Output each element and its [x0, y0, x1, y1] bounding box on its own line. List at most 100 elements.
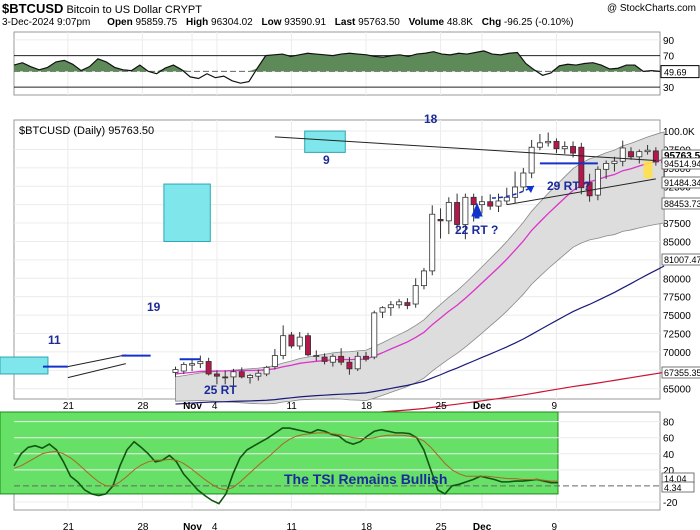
tsi-value-label: 4.34: [664, 483, 682, 493]
candle-body: [329, 355, 336, 363]
price-tick-label: 75000: [663, 311, 691, 322]
chart-annotation: 29 RT ?: [547, 179, 590, 193]
price-value-box: [661, 197, 700, 210]
tsi-tick-label: 20: [663, 466, 675, 477]
chart-annotation: 25 RT: [204, 383, 237, 397]
chg-value: -96.25 (-0.10%): [503, 17, 574, 28]
candle-body: [545, 140, 552, 144]
high-label: High: [186, 17, 209, 28]
consolidation-box: [163, 183, 211, 242]
candle-body: [213, 373, 220, 377]
open-label: Open: [107, 17, 133, 28]
candle-body: [396, 301, 403, 306]
candle-body: [445, 202, 452, 222]
tsi-tick-label: -20: [663, 498, 678, 509]
moving-average-navy: [175, 265, 665, 405]
candle-body: [313, 355, 320, 357]
low-label: Low: [261, 17, 282, 28]
tsi-annotation: The TSI Remains Bullish: [284, 471, 447, 487]
candle-body: [503, 196, 510, 202]
candle-body: [321, 356, 328, 362]
price-tick-label: 70000: [663, 348, 691, 359]
candle-body: [470, 196, 477, 206]
price-value-label: 95763.50: [664, 151, 700, 162]
candle-body: [520, 172, 527, 188]
candle-body: [487, 201, 494, 207]
candle-body: [305, 335, 311, 356]
candle-body: [652, 150, 659, 163]
candle-body: [404, 302, 411, 306]
high-value: 96304.02: [211, 17, 253, 28]
chart-annotation: 22 RT ?: [455, 223, 498, 237]
indicator-tick-label: 90: [663, 36, 675, 47]
candle-body: [346, 361, 353, 370]
open-value: 95859.75: [135, 17, 178, 28]
date-time: 3-Dec-2024 9:07pm: [2, 17, 91, 28]
candle-body: [611, 160, 618, 164]
candle-body: [536, 142, 543, 148]
arrow-head-icon: [526, 186, 534, 193]
chart-annotation: 19: [147, 300, 161, 314]
candle-body: [636, 151, 643, 158]
candle-body: [512, 186, 519, 198]
candle-body: [271, 355, 278, 368]
x-tick-label: 9: [551, 401, 557, 412]
volume-value: 48.8K: [446, 17, 473, 28]
tsi-signal-line: [13, 432, 558, 491]
candle-body: [189, 363, 196, 366]
candle-body: [172, 369, 179, 373]
price-value-label: 91484.34: [664, 178, 700, 188]
dashed-projection-arrow: [491, 185, 535, 199]
price-tick-label: 77500: [663, 293, 691, 304]
indicator-value-box: [660, 65, 700, 79]
candle-body: [288, 334, 295, 347]
price-tick-label: 65000: [663, 385, 691, 396]
price-panel-title: $BTCUSD (Daily) 95763.50: [19, 125, 154, 137]
x-tick-label: 25: [436, 522, 448, 530]
price-tick-label: 87500: [663, 219, 691, 230]
candle-body: [628, 151, 634, 158]
candle-body: [437, 218, 444, 222]
candle-body: [553, 140, 560, 150]
chart-annotation: 18: [424, 112, 438, 126]
exchange: CRYPT: [164, 4, 202, 16]
chart-annotation: 9: [323, 153, 330, 167]
x-tick-label: Dec: [473, 401, 492, 412]
x-tick-label: 25: [436, 401, 448, 412]
x-tick-label: 21: [63, 401, 75, 412]
candle-body: [180, 364, 187, 372]
trendline-early-upper: [67, 354, 126, 368]
current-candle-highlight: [643, 161, 653, 179]
tsi-tick-label: 40: [663, 450, 675, 461]
candle-body: [280, 335, 287, 356]
symbol: $BTCUSD: [2, 1, 64, 16]
x-tick-label: 9: [551, 522, 557, 530]
price-value-box: [661, 157, 700, 170]
indicator-line: [13, 50, 661, 84]
price-value-label: 88453.73: [664, 199, 700, 209]
tsi-tick-label: 60: [663, 434, 675, 445]
trendline-early: [67, 363, 126, 379]
instrument-name: Bitcoin to US Dollar: [66, 4, 162, 16]
candle-body: [238, 371, 245, 378]
tsi-line: [13, 427, 558, 505]
candle-body: [230, 371, 237, 378]
x-tick-label: 21: [63, 522, 75, 530]
x-tick-label: 4: [212, 522, 218, 530]
x-tick-label: 11: [286, 401, 297, 412]
trendline-upper: [274, 136, 656, 161]
candle-body: [619, 147, 626, 162]
candle-body: [586, 182, 593, 197]
x-tick-label: Nov: [183, 522, 202, 530]
candle-body: [379, 307, 386, 313]
tsi-value-box: [661, 481, 695, 493]
candle-body: [338, 355, 345, 363]
price-tick-label: 100.0K: [663, 127, 695, 138]
x-tick-label: 18: [361, 401, 373, 412]
candle-body: [570, 146, 577, 154]
price-value-box: [661, 253, 700, 266]
indicator-tick-label: 30: [663, 83, 675, 94]
candle-body: [603, 163, 610, 170]
candle-body: [205, 361, 212, 375]
price-tick-label: 72500: [663, 329, 691, 340]
